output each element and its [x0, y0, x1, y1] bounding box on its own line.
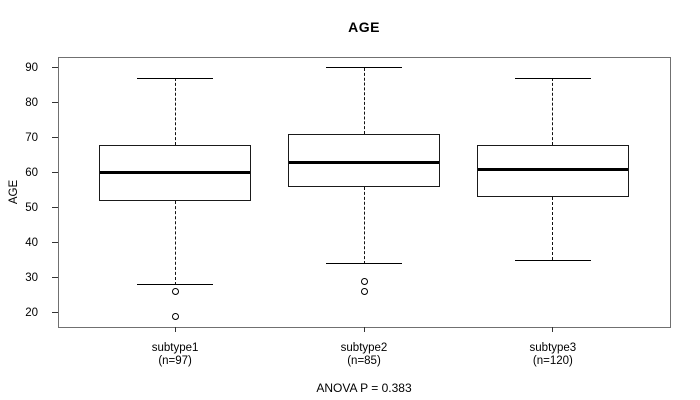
y-axis-tick-label: 50 [25, 201, 38, 214]
chart-title: AGE [348, 19, 380, 35]
group-n-label: (n=97) [158, 355, 192, 367]
group-label: subtype3 [529, 342, 577, 354]
x-axis-tick [552, 327, 554, 332]
median-line [477, 167, 628, 171]
group-n-label: (n=120) [532, 355, 573, 367]
outlier-point [171, 288, 179, 296]
outlier-point [171, 312, 179, 320]
y-axis-tick-label: 40 [25, 236, 38, 249]
y-axis-tick-label: 70 [25, 131, 38, 144]
outlier-point [360, 277, 368, 285]
whisker-lower-stem [174, 200, 176, 285]
whisker-cap-lower [326, 263, 402, 265]
group-label-block: subtype2 (n=85) [294, 342, 434, 368]
whisker-cap-upper [326, 67, 402, 69]
median-line [289, 160, 439, 164]
group-label-block: subtype1 (n=97) [105, 342, 245, 368]
whisker-upper-stem [174, 78, 176, 145]
y-axis-title: AGE [8, 179, 20, 205]
whisker-cap-lower [514, 259, 591, 261]
x-axis-tick [174, 327, 176, 332]
y-axis-tick-label: 20 [25, 306, 38, 319]
y-axis-tick [52, 172, 58, 174]
group-label: subtype2 [340, 342, 388, 354]
y-axis-tick [52, 137, 58, 139]
outlier-point [360, 288, 368, 296]
group-n-label: (n=85) [347, 355, 381, 367]
iqr-box [288, 134, 440, 187]
y-axis-tick [52, 312, 58, 314]
x-axis-tick [363, 327, 365, 332]
y-axis-tick-label: 30 [25, 271, 38, 284]
y-axis-tick-label: 90 [25, 61, 38, 74]
anova-p-note: ANOVA P = 0.383 [316, 381, 412, 395]
y-axis-tick [52, 277, 58, 279]
iqr-box [476, 144, 629, 198]
y-axis-tick-label: 80 [25, 96, 38, 109]
y-axis-tick [52, 242, 58, 244]
whisker-cap-upper [137, 77, 214, 79]
y-axis-tick [52, 102, 58, 104]
whisker-lower-stem [363, 186, 365, 264]
whisker-upper-stem [552, 78, 554, 145]
median-line [100, 171, 251, 175]
whisker-cap-lower [137, 284, 214, 286]
whisker-lower-stem [552, 197, 554, 261]
whisker-upper-stem [363, 67, 365, 135]
whisker-cap-upper [514, 77, 591, 79]
group-label: subtype1 [151, 342, 199, 354]
y-axis-tick [52, 67, 58, 69]
y-axis-tick [52, 207, 58, 209]
y-axis-tick-label: 60 [25, 166, 38, 179]
group-label-block: subtype3 (n=120) [483, 342, 623, 368]
